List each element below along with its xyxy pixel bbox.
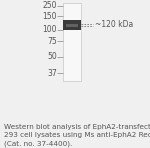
Text: 75: 75 xyxy=(47,37,57,46)
Bar xyxy=(63,20,81,30)
Text: Western blot analysis of EphA2-transfected
293 cell lysates using Ms anti-EphA2 : Western blot analysis of EphA2-transfect… xyxy=(4,124,150,147)
Text: ~120 kDa: ~120 kDa xyxy=(95,20,134,29)
Text: 50: 50 xyxy=(47,53,57,61)
Text: 37: 37 xyxy=(47,69,57,78)
Text: 100: 100 xyxy=(42,25,57,34)
Text: 150: 150 xyxy=(42,12,57,21)
Bar xyxy=(63,3,81,81)
Bar xyxy=(66,24,78,27)
Text: 250: 250 xyxy=(42,1,57,10)
